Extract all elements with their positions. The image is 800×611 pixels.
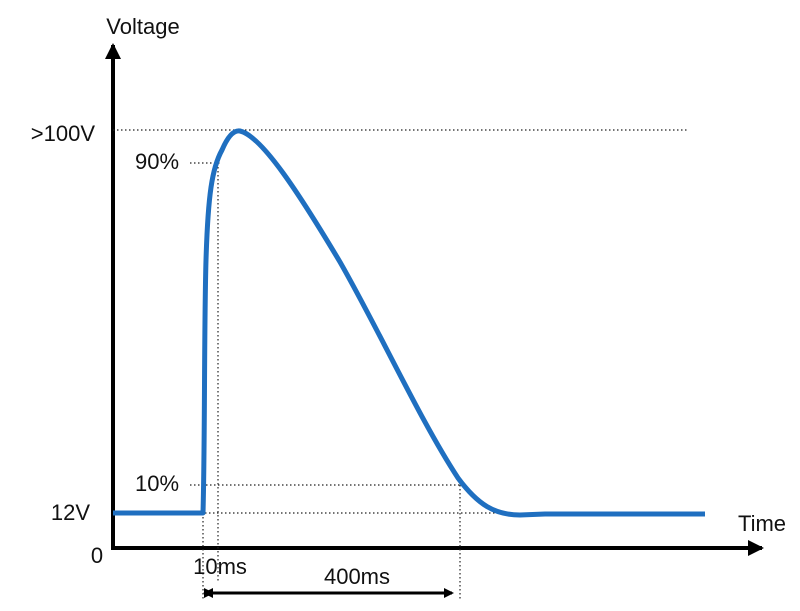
arrow-head bbox=[203, 588, 213, 598]
level-label: 0 bbox=[91, 543, 103, 568]
level-label: 10% bbox=[135, 471, 179, 496]
level-label: >100V bbox=[31, 121, 96, 146]
pulse-curve bbox=[113, 128, 705, 518]
level-label: 90% bbox=[135, 149, 179, 174]
y-axis-label: Voltage bbox=[106, 14, 179, 39]
x-axis-label: Time bbox=[738, 511, 786, 536]
guides bbox=[113, 129, 688, 600]
time-label: 10ms bbox=[193, 554, 247, 579]
time-label: 400ms bbox=[324, 564, 390, 589]
level-label: 12V bbox=[51, 500, 90, 525]
